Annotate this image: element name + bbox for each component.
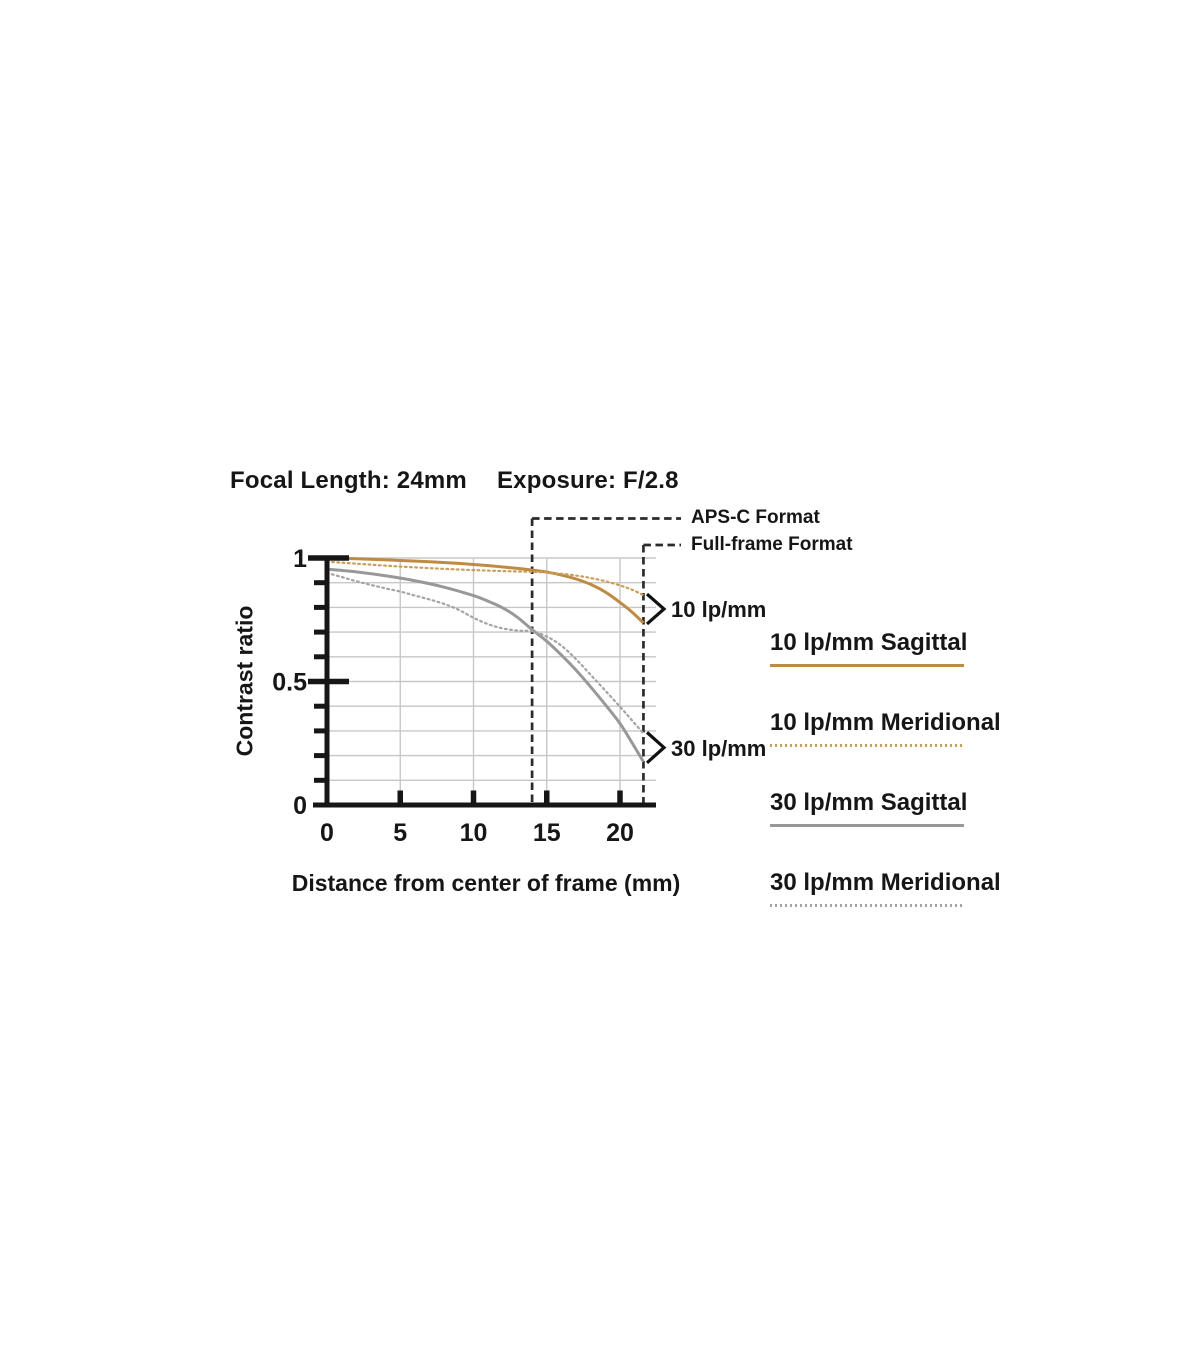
curve-10-lp-mm-sagittal xyxy=(326,556,645,625)
legend-label: 10 lp/mm Sagittal xyxy=(770,629,968,656)
y-tick-label: 0 xyxy=(293,792,307,820)
y-tick-label: 0.5 xyxy=(272,669,307,697)
legend-label: 10 lp/mm Meridional xyxy=(770,709,1001,736)
x-axis-title: Distance from center of frame (mm) xyxy=(291,870,681,896)
x-tick-label: 5 xyxy=(393,819,407,847)
legend-item-30-meridional: 30 lp/mm Meridional xyxy=(770,869,1001,951)
curve-30-lp-mm-sagittal xyxy=(326,567,645,763)
y-tick-label: 1 xyxy=(293,545,307,573)
x-tick-label: 10 xyxy=(460,819,488,847)
legend: 10 lp/mm Sagittal 10 lp/mm Meridional 30… xyxy=(770,629,1001,951)
curve-10-lp-mm-meridional xyxy=(325,560,645,597)
legend-line-sample xyxy=(770,744,964,747)
focal-length-text: Focal Length: 24mm xyxy=(230,467,467,494)
annotation-10lpmm: 10 lp/mm xyxy=(671,597,767,622)
x-tick-label: 0 xyxy=(320,819,334,847)
legend-line-sample xyxy=(770,664,964,667)
chart-header: Focal Length: 24mm Exposure: F/2.8 xyxy=(230,467,679,495)
annotation-bracket xyxy=(645,592,667,626)
legend-label: 30 lp/mm Meridional xyxy=(770,869,1001,896)
x-tick-label: 20 xyxy=(606,819,634,847)
legend-item-30-sagittal: 30 lp/mm Sagittal xyxy=(770,789,968,871)
annotation-30lpmm: 30 lp/mm xyxy=(671,735,767,761)
legend-label: 30 lp/mm Sagittal xyxy=(770,789,968,816)
legend-item-10-meridional: 10 lp/mm Meridional xyxy=(770,709,1001,791)
exposure-text: Exposure: F/2.8 xyxy=(496,467,679,494)
annotation-bracket xyxy=(645,731,667,764)
full-frame-format-label: Full-frame Format xyxy=(691,533,853,555)
legend-item-10-sagittal: 10 lp/mm Sagittal xyxy=(770,629,968,711)
y-axis-title: Contrast ratio xyxy=(231,605,258,757)
x-tick-label: 15 xyxy=(533,819,561,847)
aps-c-format-label: APS-C Format xyxy=(691,507,820,528)
legend-line-sample xyxy=(770,824,964,827)
curve-30-lp-mm-meridional xyxy=(325,571,645,735)
legend-line-sample xyxy=(770,904,964,907)
